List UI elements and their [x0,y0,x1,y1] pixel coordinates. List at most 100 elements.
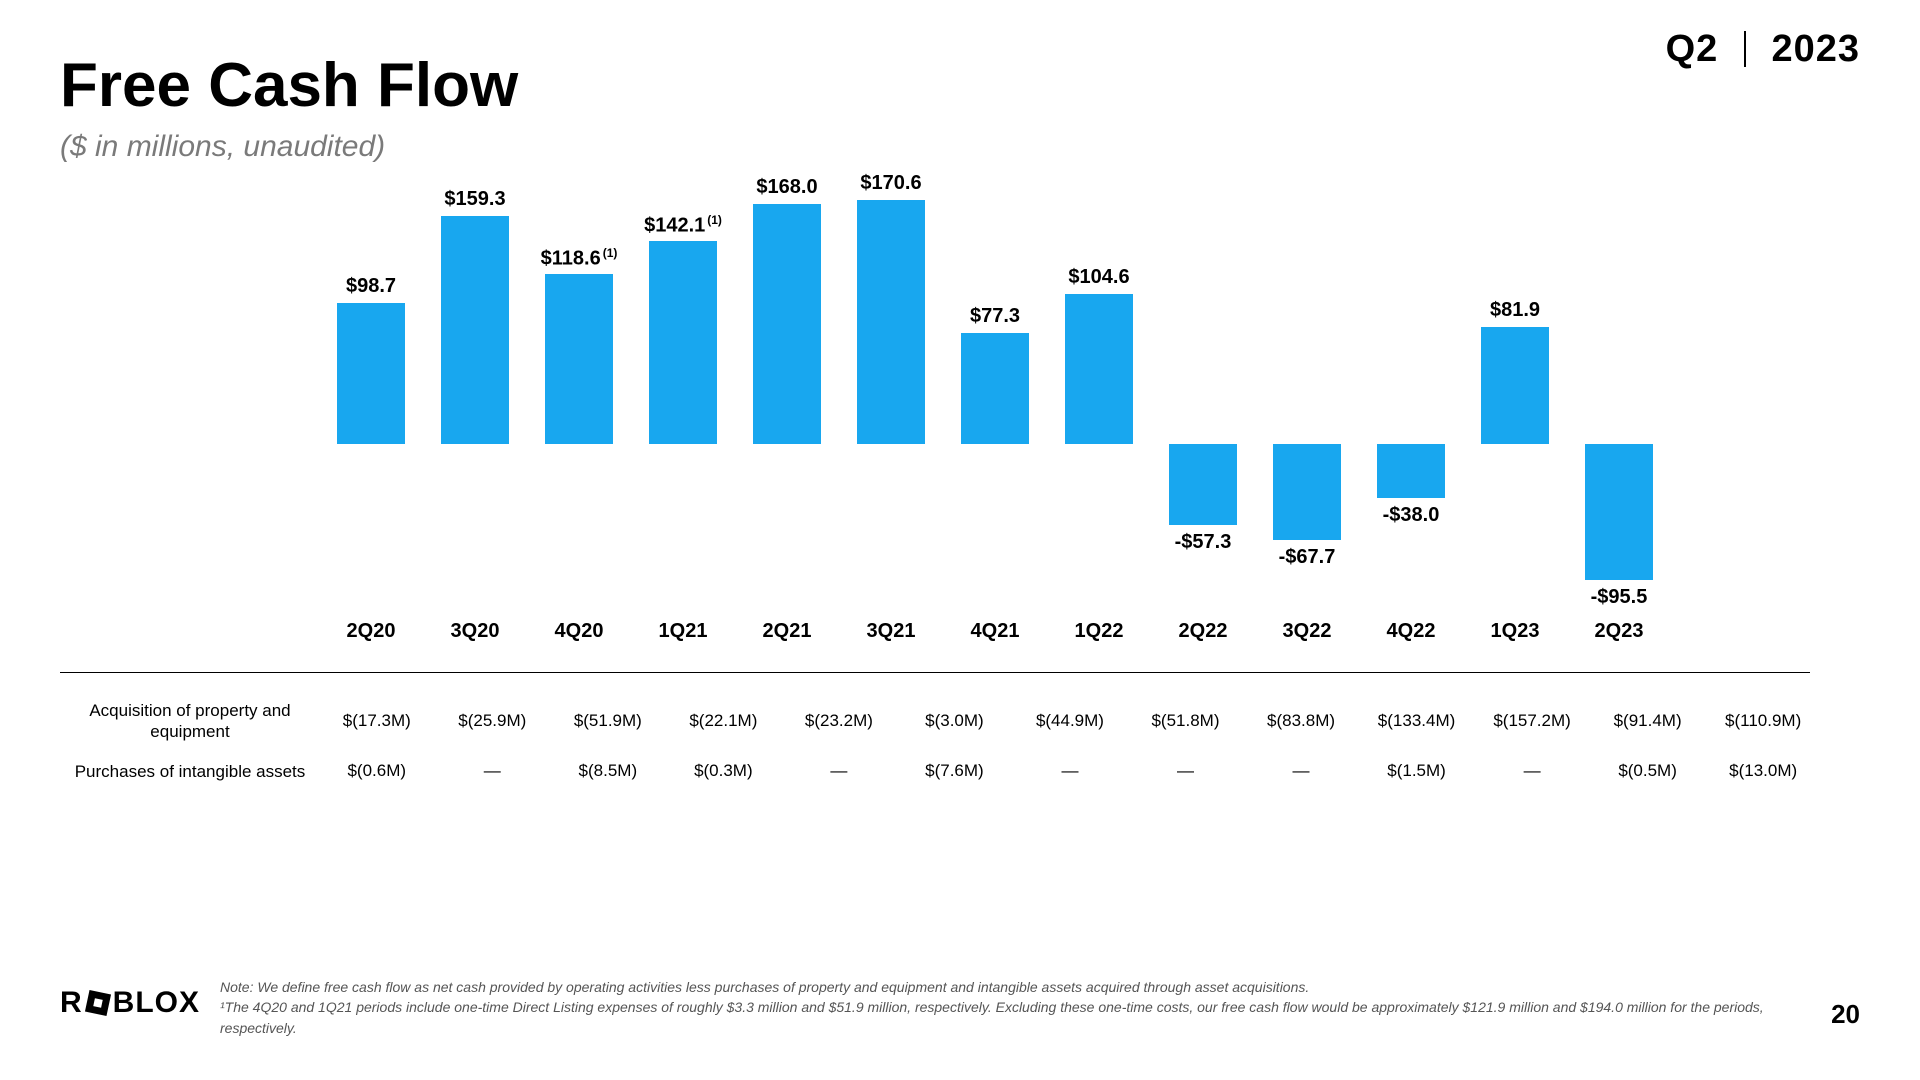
x-axis-label: 4Q22 [1370,620,1452,643]
chart-bar [1585,444,1654,580]
chart-column: $118.6(1) [538,200,620,580]
roblox-logo: R BLOX [60,986,200,1020]
x-axis-label: 2Q20 [330,620,412,643]
table-cell: $(83.8M) [1254,711,1348,731]
x-axis-label: 1Q21 [642,620,724,643]
table-cell: — [1139,761,1233,781]
bar-value-label: $142.1(1) [644,213,722,238]
chart-bar [857,200,926,444]
chart-column: $98.7 [330,200,412,580]
table-cell: $(25.9M) [446,711,540,731]
table-cell: $(13.0M) [1716,761,1810,781]
chart-column: $104.6 [1058,200,1140,580]
bar-value-label: -$38.0 [1383,504,1440,527]
chart-column: $170.6 [850,200,932,580]
logo-text-left: R [60,986,83,1020]
chart-bar [1481,327,1550,444]
chart-bar [1273,444,1342,541]
table-cell: $(44.9M) [1023,711,1117,731]
table-cell: $(1.5M) [1370,761,1464,781]
x-axis-label: 2Q22 [1162,620,1244,643]
table-cell: — [792,761,886,781]
table-cell: — [1485,761,1579,781]
chart-bar [1065,294,1134,443]
chart-column: $77.3 [954,200,1036,580]
bar-value-label: $168.0 [756,176,817,199]
bar-value-label: $81.9 [1490,299,1540,322]
footnote: Note: We define free cash flow as net ca… [220,977,1790,1038]
x-axis-label: 2Q21 [746,620,828,643]
chart-bar [441,216,510,443]
chart-bar [545,274,614,443]
bar-value-label: -$67.7 [1279,546,1336,569]
period-year: 2023 [1771,28,1860,70]
row-label: Acquisition of property and equipment [60,700,330,743]
chart-bar [961,333,1030,443]
bar-value-label: $77.3 [970,305,1020,328]
x-axis-label: 3Q20 [434,620,516,643]
logo-text-right: BLOX [113,986,200,1020]
x-axis-label: 3Q21 [850,620,932,643]
chart-bar [1169,444,1238,526]
chart-column: -$38.0 [1370,200,1452,580]
footnote-line2: ¹The 4Q20 and 1Q21 periods include one-t… [220,997,1790,1038]
chart-column: $168.0 [746,200,828,580]
bar-value-label: $98.7 [346,275,396,298]
x-axis-label: 2Q23 [1578,620,1660,643]
table-cell: $(0.5M) [1601,761,1695,781]
table-cell: $(3.0M) [908,711,1002,731]
table-cell: $(7.6M) [908,761,1002,781]
footnote-marker: (1) [603,246,618,260]
table-cell: $(23.2M) [792,711,886,731]
table-cell: $(110.9M) [1716,711,1810,731]
chart-column: -$95.5 [1578,200,1660,580]
chart-column: $159.3 [434,200,516,580]
bar-value-label: $118.6(1) [541,246,618,271]
row-cells: $(0.6M) — $(8.5M) $(0.3M) — $(7.6M) — — — $(1.5M)… [330,761,1810,781]
row-label: Purchases of intangible assets [60,761,330,782]
chart-column: $142.1(1) [642,200,724,580]
table-cell: $(0.6M) [330,761,424,781]
chart-column: $81.9 [1474,200,1556,580]
table-row: Acquisition of property and equipment$(1… [60,700,1810,743]
divider-line [60,672,1810,673]
page-subtitle: ($ in millions, unaudited) [60,130,385,164]
x-axis-label: 4Q20 [538,620,620,643]
bar-value-label: -$57.3 [1175,531,1232,554]
table-cell: — [1023,761,1117,781]
chart-bar [753,204,822,444]
chart-bar [337,303,406,444]
logo-square-icon [85,990,111,1016]
chart-column: -$67.7 [1266,200,1348,580]
table-cell: $(157.2M) [1485,711,1579,731]
x-axis-label: 3Q22 [1266,620,1348,643]
period-quarter: Q2 [1666,28,1719,70]
table-cell: $(91.4M) [1601,711,1695,731]
chart-bar [1377,444,1446,498]
chart-column: -$57.3 [1162,200,1244,580]
table-cell: $(51.8M) [1139,711,1233,731]
data-table: Acquisition of property and equipment$(1… [60,700,1810,800]
chart-bar [649,241,718,444]
row-cells: $(17.3M) $(25.9M) $(51.9M) $(22.1M) $(23.2M)… [330,711,1810,731]
bar-value-label: $104.6 [1068,266,1129,289]
table-cell: $(22.1M) [677,711,771,731]
table-cell: $(0.3M) [677,761,771,781]
table-cell: — [446,761,540,781]
table-cell: $(133.4M) [1370,711,1464,731]
x-axis-label: 1Q23 [1474,620,1556,643]
page-number: 20 [1831,999,1860,1030]
table-cell: — [1254,761,1348,781]
period-divider [1744,31,1746,67]
table-cell: $(8.5M) [561,761,655,781]
bar-value-label: -$95.5 [1591,586,1648,609]
period-header: Q2 2023 [1666,28,1860,71]
bar-value-label: $159.3 [444,188,505,211]
table-cell: $(51.9M) [561,711,655,731]
x-axis-label: 1Q22 [1058,620,1140,643]
table-cell: $(17.3M) [330,711,424,731]
footnote-marker: (1) [707,213,722,227]
x-axis-label: 4Q21 [954,620,1036,643]
slide: Q2 2023 Free Cash Flow ($ in millions, u… [0,0,1920,1080]
fcf-bar-chart: $98.7 $159.3 $118.6(1) $142.1(1) $168.0 $170.… [330,200,1660,580]
